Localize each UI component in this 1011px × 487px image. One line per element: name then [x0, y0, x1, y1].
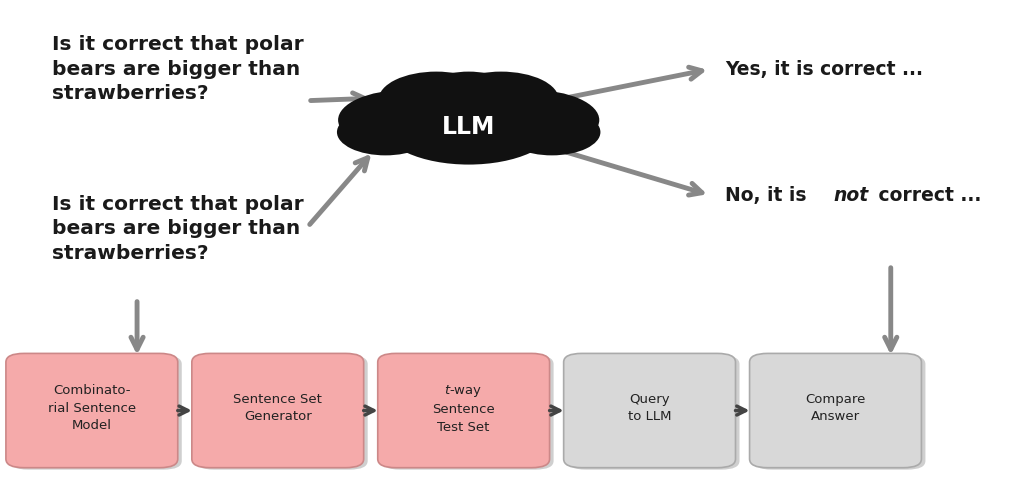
- Text: Compare
Answer: Compare Answer: [805, 393, 864, 423]
- Ellipse shape: [465, 90, 599, 150]
- Ellipse shape: [338, 90, 472, 150]
- Text: Is it correct that polar
bears are bigger than
strawberries?: Is it correct that polar bears are bigge…: [52, 35, 303, 103]
- Text: LLM: LLM: [442, 115, 495, 139]
- FancyBboxPatch shape: [567, 356, 739, 469]
- FancyBboxPatch shape: [753, 356, 924, 469]
- Ellipse shape: [404, 117, 532, 161]
- Text: Sentence Set
Generator: Sentence Set Generator: [234, 393, 321, 423]
- Ellipse shape: [381, 85, 555, 165]
- FancyBboxPatch shape: [749, 354, 920, 468]
- FancyBboxPatch shape: [377, 354, 549, 468]
- FancyBboxPatch shape: [192, 354, 363, 468]
- Text: Query
to LLM: Query to LLM: [627, 393, 670, 423]
- Text: not: not: [833, 186, 867, 205]
- Text: $t$-way
Sentence
Test Set: $t$-way Sentence Test Set: [432, 383, 494, 433]
- Ellipse shape: [443, 72, 558, 128]
- Ellipse shape: [502, 109, 600, 155]
- Text: correct ...: correct ...: [870, 186, 980, 205]
- Ellipse shape: [337, 109, 434, 155]
- Text: No, it is: No, it is: [724, 186, 812, 205]
- FancyBboxPatch shape: [196, 356, 367, 469]
- FancyBboxPatch shape: [10, 356, 182, 469]
- Ellipse shape: [420, 72, 517, 120]
- FancyBboxPatch shape: [381, 356, 553, 469]
- Text: Yes, it is correct ...: Yes, it is correct ...: [724, 60, 922, 79]
- Text: Combinato-
rial Sentence
Model: Combinato- rial Sentence Model: [48, 384, 135, 432]
- FancyBboxPatch shape: [563, 354, 735, 468]
- Ellipse shape: [378, 72, 493, 128]
- Text: Is it correct that polar
bears are bigger than
strawberries?: Is it correct that polar bears are bigge…: [52, 195, 303, 262]
- FancyBboxPatch shape: [6, 354, 178, 468]
